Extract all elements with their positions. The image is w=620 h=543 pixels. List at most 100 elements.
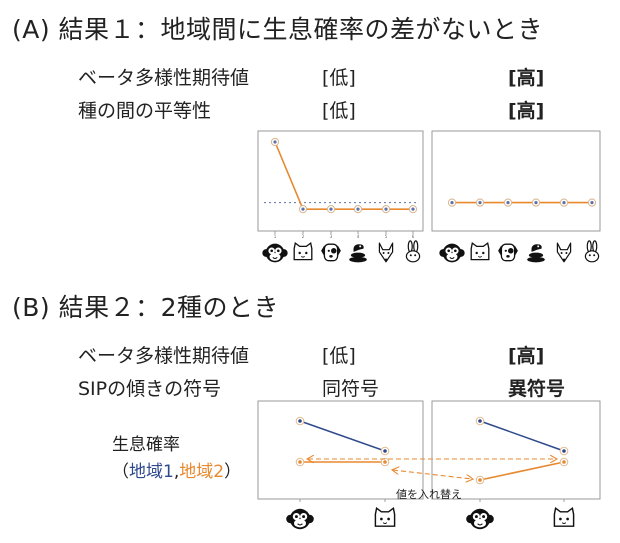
- rabbit-ear-right: [413, 240, 419, 253]
- snake-eye: [537, 245, 540, 248]
- monkey-mouth: [449, 257, 455, 259]
- fox-eye-right: [387, 252, 390, 254]
- dog-eye-spot: [508, 248, 514, 254]
- cat-icon: [553, 506, 575, 527]
- dog-eye: [327, 249, 330, 252]
- cat-eye-left: [475, 251, 478, 255]
- cat-eye-left: [298, 251, 301, 255]
- rabbit-ear-right: [592, 240, 598, 253]
- snake-head: [531, 244, 542, 252]
- rabbit-ear-left: [586, 240, 592, 253]
- dog-ear-right: [337, 245, 341, 257]
- panel-a-tick-labels: 1 2 3 4 5 6: [274, 231, 415, 239]
- panel-b-plot: [295, 416, 569, 502]
- panel-a-left-point: [329, 207, 333, 211]
- monkey-mouth: [297, 523, 303, 526]
- fox-icon: [556, 242, 572, 263]
- cat-eye-left: [559, 517, 562, 521]
- panel-a-right-point: [534, 200, 538, 205]
- monkey-icon: [262, 243, 288, 263]
- rabbit-head: [405, 250, 421, 263]
- swap-label: 値を入れ替え: [396, 488, 462, 501]
- cat-eye-right: [482, 251, 485, 255]
- panel-a-left-point: [356, 207, 360, 211]
- rabbit-eye-right: [593, 254, 596, 257]
- snake-coil-middle: [350, 252, 366, 258]
- monkey-eye-left: [447, 249, 451, 253]
- left-region2-point-cat: [383, 460, 387, 464]
- dog-eye-spot: [331, 248, 337, 254]
- left-region1-line: [299, 420, 386, 452]
- fox-head: [556, 242, 572, 263]
- cat-eye-right: [387, 517, 390, 521]
- section-a-title: (A) 結果１：地域間に生息確率の差がないとき: [12, 15, 544, 44]
- rabbit-head: [584, 250, 600, 263]
- rabbit-eye-left: [588, 254, 591, 257]
- panel-b-left-frame: [257, 400, 424, 500]
- monkey-mouth: [477, 523, 483, 526]
- monkey-eye-left: [474, 515, 478, 519]
- monkey-muzzle: [446, 253, 458, 261]
- dog-nose: [506, 254, 510, 258]
- rabbit-icon: [405, 240, 421, 263]
- legend-sep: ,: [173, 462, 180, 482]
- panel-a-left-line: [274, 141, 413, 210]
- tick-label: 4: [357, 234, 360, 239]
- cat-mouth: [382, 522, 388, 524]
- row-beta-label-a: ベータ多様性期待値: [78, 67, 250, 89]
- monkey-eye-right: [453, 249, 457, 253]
- monkey-mouth: [272, 257, 278, 259]
- monkey-icon: [286, 508, 314, 530]
- monkey-muzzle: [294, 519, 306, 528]
- cat-mouth: [561, 522, 567, 524]
- left-region1-point-monkey: [298, 419, 302, 423]
- tick-label: 5: [385, 234, 388, 239]
- row-evenness-high: [高]: [508, 100, 545, 122]
- tick-label: 2: [302, 234, 305, 239]
- dog-ear-right: [514, 245, 518, 257]
- cat-icon: [293, 241, 313, 261]
- panel-a-left-point: [411, 207, 415, 211]
- tick-label: 3: [330, 234, 333, 239]
- right-region1-point-cat: [562, 449, 566, 453]
- panel-b-right-frame: [431, 400, 601, 500]
- legend-close: ）: [224, 462, 242, 482]
- snake-icon: [349, 244, 367, 263]
- right-region1-line: [479, 420, 565, 452]
- panel-a-right-point: [562, 200, 566, 205]
- cat-head: [293, 241, 313, 261]
- legend-open: （: [112, 462, 129, 482]
- monkey-eye-right: [276, 249, 280, 253]
- panel-a-right-point: [450, 200, 454, 205]
- left-region1-point-cat: [383, 449, 387, 453]
- fox-eye-right: [565, 252, 568, 254]
- cat-icon: [374, 506, 396, 527]
- row-beta-high-a: [高]: [508, 67, 545, 89]
- right-region2-point-monkey: [478, 478, 482, 482]
- cat-head: [470, 241, 490, 261]
- row-evenness-low: [低]: [322, 100, 356, 122]
- fox-head: [378, 242, 394, 263]
- dog-eye: [504, 249, 507, 252]
- fox-eye-left: [382, 252, 385, 254]
- tick-label: 1: [274, 234, 277, 239]
- monkey-muzzle: [474, 519, 486, 528]
- monkey-eye-right: [482, 515, 486, 519]
- panel-a-right-point: [478, 200, 482, 205]
- panel-a-left-frame: [257, 130, 424, 232]
- panel-a-left-plot: [264, 137, 418, 214]
- fox-nose: [562, 258, 566, 261]
- cat-head: [553, 506, 575, 527]
- panel-a-right-plot: [447, 198, 597, 207]
- fox-eye-left: [560, 252, 563, 254]
- panel-a-left-point: [273, 140, 277, 144]
- cat-eye-right: [305, 251, 308, 255]
- section-b-title: (B) 結果２：2種のとき: [12, 293, 280, 322]
- row-beta-label-b: ベータ多様性期待値: [78, 345, 250, 367]
- dog-nose: [329, 254, 333, 258]
- right-region2-line: [479, 461, 565, 481]
- snake-eye: [359, 245, 362, 248]
- cat-head: [374, 506, 396, 527]
- snake-coil-bottom: [349, 256, 367, 263]
